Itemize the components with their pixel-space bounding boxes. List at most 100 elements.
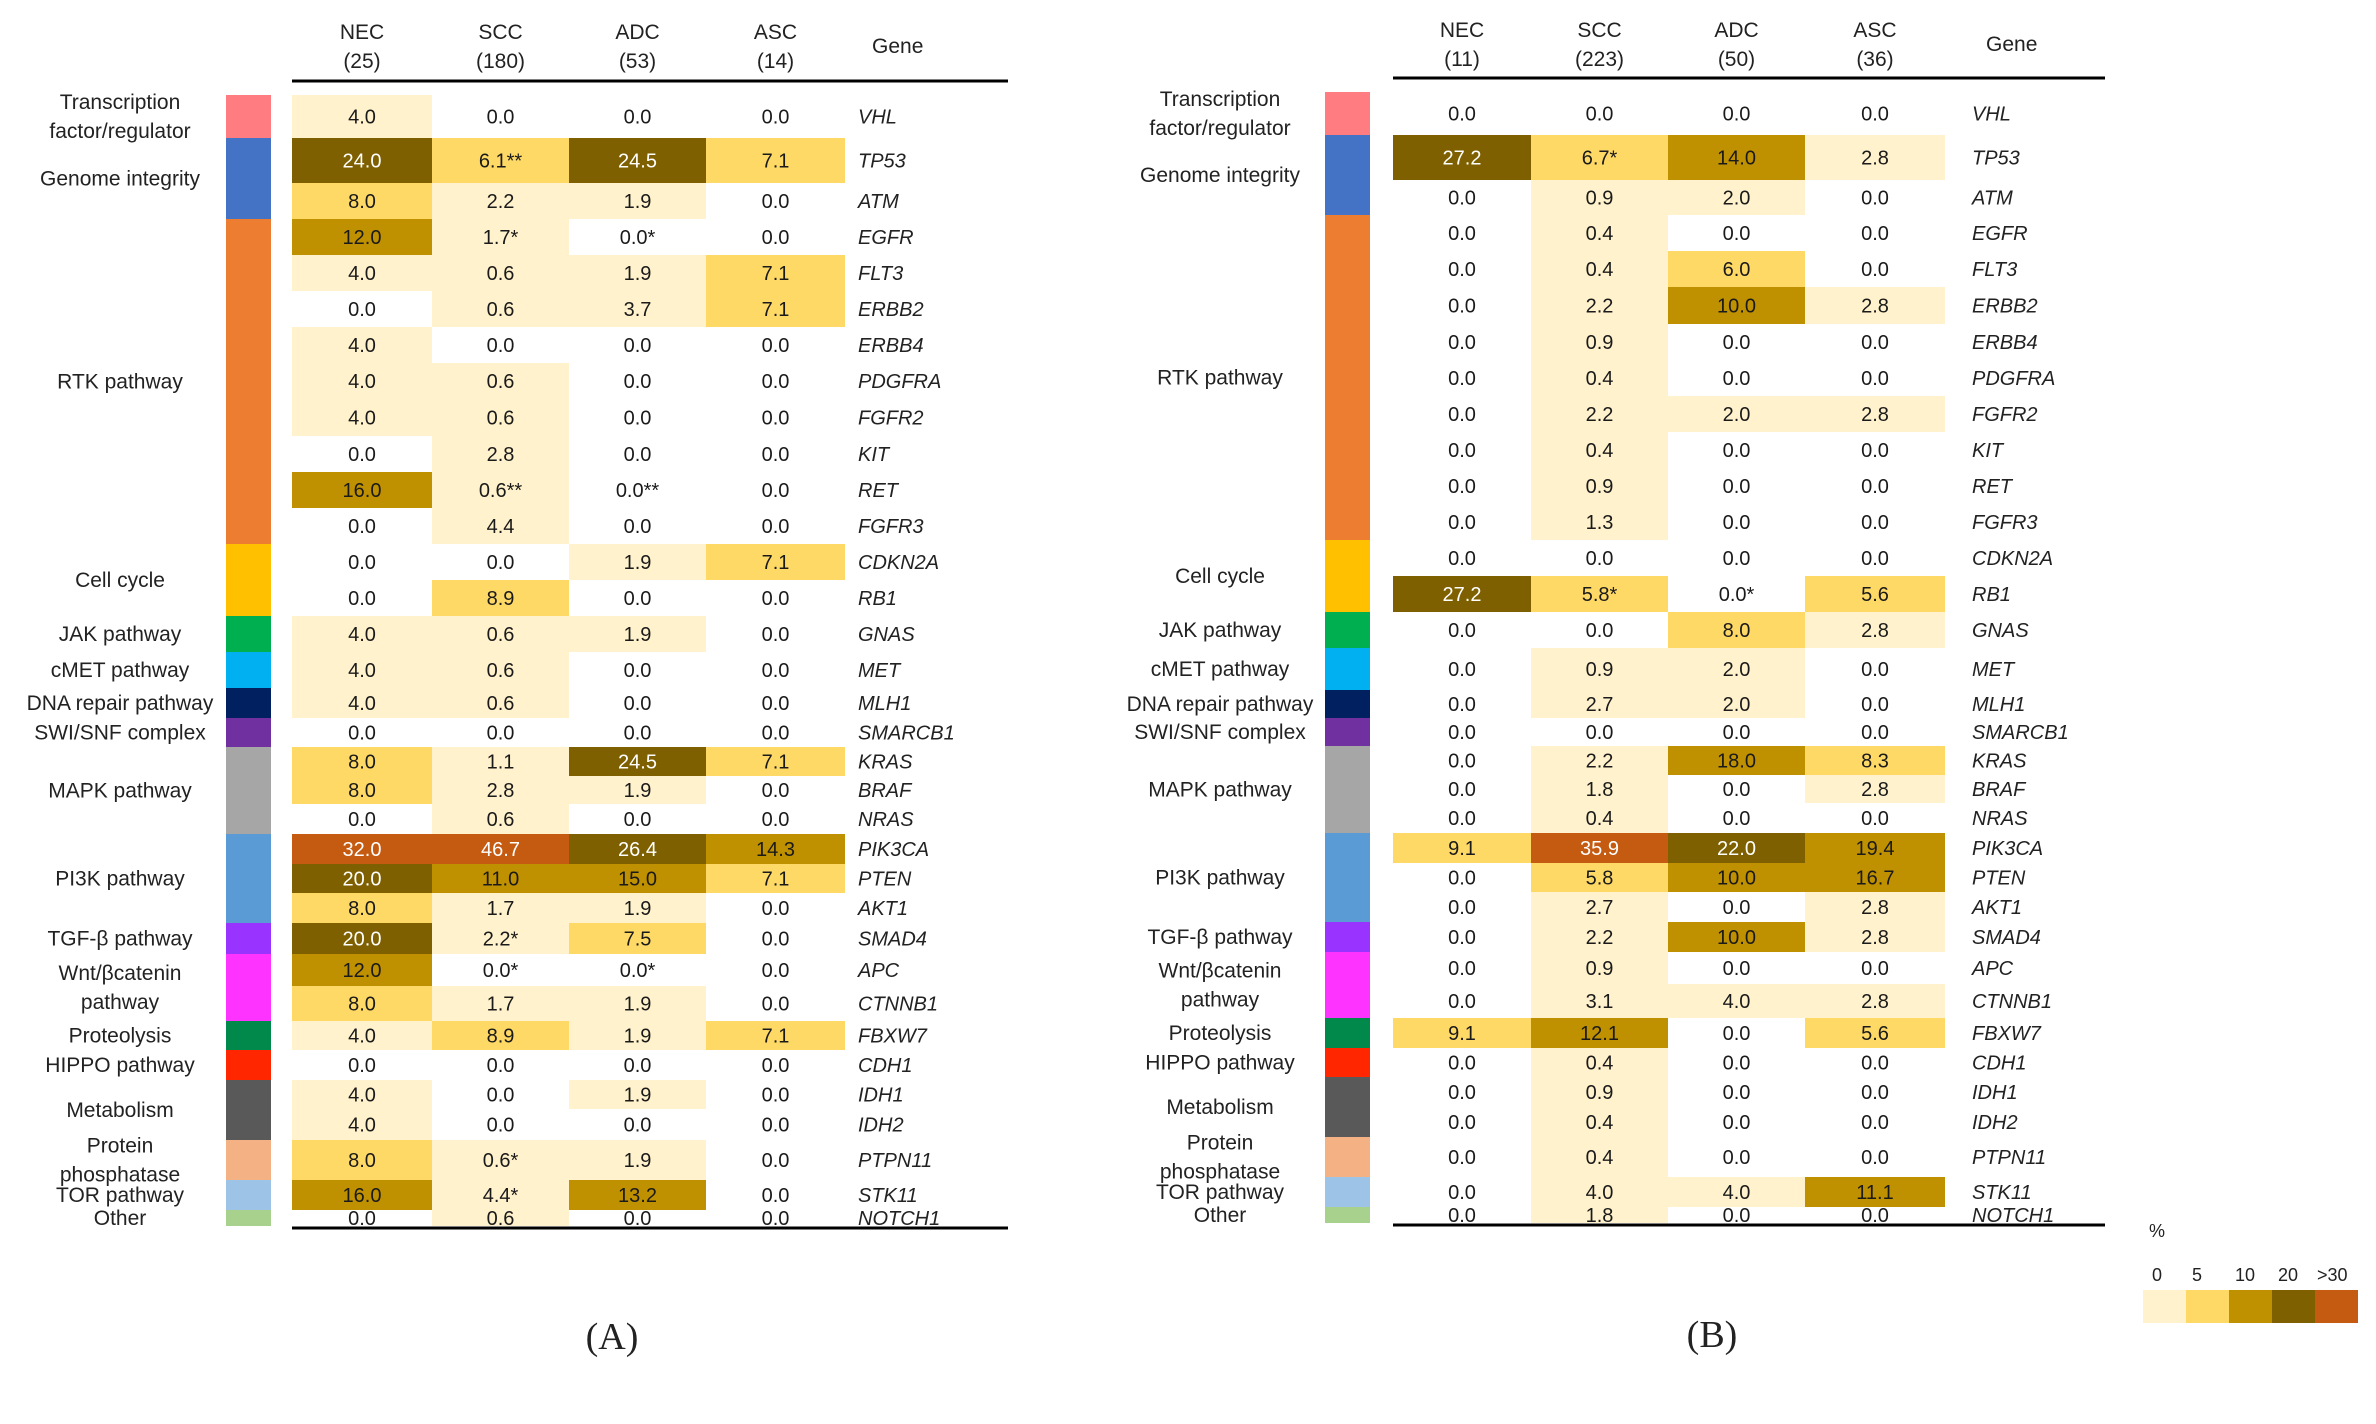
cell-value-label: 2.8 <box>1861 779 1889 801</box>
gene-label: CDH1 <box>1972 1053 2026 1075</box>
cell-value-label: 0.0 <box>1723 1147 1751 1169</box>
category-label: Protein <box>1187 1132 1254 1155</box>
cell-value-label: 8.0 <box>348 191 376 213</box>
cell-value-label: 1.8 <box>1586 779 1614 801</box>
cell-value-label: 0.0 <box>1723 104 1751 126</box>
gene-label: STK11 <box>1972 1182 2032 1204</box>
gene-label: FGFR2 <box>858 408 924 430</box>
gene-label: APC <box>857 960 900 982</box>
cell-value-label: 7.1 <box>762 1026 790 1048</box>
cell-value-label: 2.0 <box>1723 188 1751 210</box>
cell-value-label: 0.0 <box>1861 512 1889 534</box>
cell-value-label: 2.7 <box>1586 897 1614 919</box>
cell-value-label: 10.0 <box>1717 868 1756 890</box>
cell-value-label: 0.0 <box>762 994 790 1016</box>
cell-value-label: 7.1 <box>762 869 790 891</box>
cell-value-label: 0.0 <box>624 371 652 393</box>
category-label: JAK pathway <box>59 623 182 646</box>
gene-label: ERBB4 <box>858 335 924 357</box>
heatmap-cell <box>432 1021 569 1050</box>
category-color-bar <box>1325 922 1370 952</box>
cell-value-label: 14.3 <box>756 839 795 861</box>
cell-value-label: 0.0 <box>1448 368 1476 390</box>
gene-label: BRAF <box>1972 779 2027 801</box>
cell-value-label: 0.0 <box>487 335 515 357</box>
cell-value-label: 0.0 <box>624 444 652 466</box>
cell-value-label: 0.0 <box>1448 1082 1476 1104</box>
column-sample-size: (50) <box>1718 48 1755 71</box>
cell-value-label: 4.0 <box>348 408 376 430</box>
category-color-bar <box>226 954 271 1021</box>
category-color-bar <box>226 1080 271 1140</box>
cell-value-label: 0.4 <box>1586 1147 1614 1169</box>
panel-label: (B) <box>1687 1314 1738 1356</box>
gene-label: NOTCH1 <box>858 1208 940 1230</box>
cell-value-label: 0.0 <box>762 960 790 982</box>
cell-value-label: 0.0 <box>1723 1112 1751 1134</box>
cell-value-label: 0.0 <box>1448 694 1476 716</box>
category-label: PI3K pathway <box>1155 867 1285 890</box>
category-label: factor/regulator <box>49 120 190 143</box>
gene-label: PDGFRA <box>858 371 941 393</box>
category-label: cMET pathway <box>51 659 190 682</box>
category-color-bar <box>226 923 271 954</box>
cell-value-label: 0.0 <box>487 107 515 129</box>
cell-value-label: 7.5 <box>624 929 652 951</box>
heatmap-cell <box>1805 746 1945 775</box>
heatmap-cell <box>1531 892 1668 922</box>
gene-label: MET <box>1972 659 2016 681</box>
cell-value-label: 0.0 <box>1448 548 1476 570</box>
cell-value-label: 12.1 <box>1580 1023 1619 1045</box>
cell-value-label: 1.1 <box>487 752 515 774</box>
category-color-bar <box>226 544 271 616</box>
category-label: DNA repair pathway <box>27 692 214 715</box>
cell-value-label: 0.0 <box>1448 1205 1476 1227</box>
cell-value-label: 0.0 <box>1723 808 1751 830</box>
cell-value-label: 0.0 <box>1861 958 1889 980</box>
cell-value-label: 0.0 <box>1448 751 1476 773</box>
cell-value-label: 0.0 <box>1586 104 1614 126</box>
column-sample-size: (25) <box>343 50 380 73</box>
heatmap-cell <box>1668 287 1805 324</box>
cell-value-label: 0.0 <box>1448 1112 1476 1134</box>
cell-value-label: 8.0 <box>348 898 376 920</box>
cell-value-label: 0.0 <box>1448 259 1476 281</box>
gene-label: FGFR3 <box>1972 512 2038 534</box>
heatmap-cell <box>292 1080 432 1109</box>
cell-value-label: 8.0 <box>348 780 376 802</box>
cell-value-label: 8.0 <box>1723 620 1751 642</box>
gene-label: CDKN2A <box>858 552 939 574</box>
category-label: MAPK pathway <box>1148 779 1292 802</box>
category-label: Wnt/βcatenin <box>1159 960 1282 983</box>
category-label: Metabolism <box>1166 1096 1273 1119</box>
heatmap-cell <box>569 864 706 893</box>
cell-value-label: 1.7 <box>487 994 515 1016</box>
heatmap-cell <box>1668 1177 1805 1207</box>
heatmap-cell <box>1531 690 1668 718</box>
gene-label: RB1 <box>1972 584 2011 606</box>
category-color-bar <box>1325 135 1370 215</box>
cell-value-label: 0.0 <box>762 1208 790 1230</box>
heatmap-cell <box>292 399 432 436</box>
heatmap-cell <box>569 1180 706 1210</box>
cell-value-label: 0.0 <box>1861 259 1889 281</box>
heatmap-cell <box>432 688 569 718</box>
cell-value-label: 0.4 <box>1586 368 1614 390</box>
heatmap-cell <box>569 291 706 327</box>
cell-value-label: 0.0 <box>1448 223 1476 245</box>
cell-value-label: 0.0 <box>624 1208 652 1230</box>
heatmap-cell <box>1531 1177 1668 1207</box>
cell-value-label: 4.0 <box>348 660 376 682</box>
heatmap-cell <box>292 1180 432 1210</box>
heatmap-cell <box>292 893 432 923</box>
gene-label: ERBB2 <box>1972 296 2038 318</box>
heatmap-cell <box>432 183 569 219</box>
gene-label: KIT <box>858 444 891 466</box>
category-label: Genome integrity <box>40 168 200 191</box>
cell-value-label: 3.7 <box>624 299 652 321</box>
gene-label: RB1 <box>858 588 897 610</box>
gene-label: EGFR <box>1972 223 2028 245</box>
cell-value-label: 4.0 <box>348 335 376 357</box>
cell-value-label: 0.4 <box>1586 440 1614 462</box>
